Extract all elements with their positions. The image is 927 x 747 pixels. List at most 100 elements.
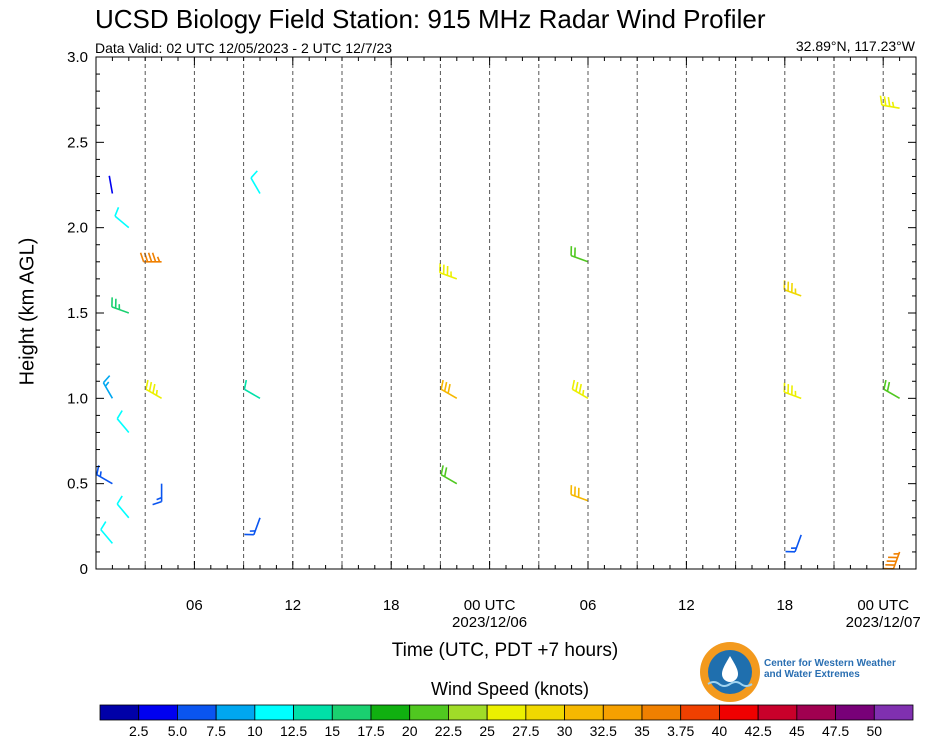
colorbar-swatch <box>525 704 565 721</box>
wind-barb <box>571 379 589 400</box>
colorbar-label: 42.5 <box>745 723 772 739</box>
cw3e-logo <box>700 642 760 702</box>
colorbar-swatch <box>293 704 333 721</box>
plot-frame <box>95 56 917 570</box>
wind-barb <box>145 379 163 400</box>
barb-feather <box>883 96 887 106</box>
barb-staff <box>794 534 802 553</box>
colorbar-label: 27.5 <box>512 723 539 739</box>
wind-barb <box>114 206 130 229</box>
colorbar-title: Wind Speed (knots) <box>430 679 590 699</box>
water-drop-icon <box>722 656 738 682</box>
colorbar-label: 22.5 <box>435 723 462 739</box>
barb-staff <box>114 215 130 229</box>
barb-feather <box>571 379 576 390</box>
y-tick-label: 2.0 <box>67 220 88 237</box>
x-tick-label: 18 <box>776 597 793 614</box>
wind-barb <box>116 495 130 519</box>
barb-feather <box>151 252 157 263</box>
barb-staff <box>439 271 458 280</box>
colorbar-label: 47.5 <box>822 723 849 739</box>
wind-barb <box>783 280 802 297</box>
colorbar-label: 50 <box>866 723 882 739</box>
colorbar-swatch <box>641 704 682 721</box>
barb-staff <box>440 388 458 400</box>
colorbar-swatch <box>835 704 875 721</box>
barb-feather <box>102 375 111 384</box>
wind-barb <box>152 483 163 506</box>
colorbar-swatch <box>177 704 217 721</box>
colorbar-label: 35 <box>634 723 650 739</box>
barb-feather <box>116 410 123 420</box>
barb-feather <box>886 381 891 392</box>
wind-barb <box>783 382 802 400</box>
logo-text-line1: Center for Western Weather <box>764 658 896 669</box>
colorbar-label: 17.5 <box>357 723 384 739</box>
barb-feather <box>440 465 444 475</box>
barb-staff <box>784 391 802 400</box>
colorbar-swatch <box>331 704 372 721</box>
wind-barb <box>111 297 130 314</box>
barb-half-feather <box>99 471 102 477</box>
colorbar-swatch <box>138 704 178 721</box>
colorbar-label: 3.75 <box>667 723 694 739</box>
barb-feather <box>145 379 149 390</box>
colorbar-swatch <box>99 704 140 721</box>
colorbar-label: 30 <box>557 723 573 739</box>
dashed-time-lines <box>144 57 884 569</box>
x-tick-label: 00 UTC <box>464 597 516 614</box>
chart-title: UCSD Biology Field Station: 915 MHz Rada… <box>95 4 766 34</box>
wind-barb <box>243 379 261 400</box>
wind-barb <box>883 379 900 400</box>
x-tick-label: 00 UTC <box>857 597 909 614</box>
colorbar-swatch <box>564 704 604 721</box>
barb-half-feather <box>582 389 585 396</box>
x-axis-label: Time (UTC, PDT +7 hours) <box>391 640 619 661</box>
barb-feather <box>879 95 883 106</box>
barb-staff <box>145 388 163 400</box>
colorbar-swatch <box>448 704 488 721</box>
x-tick-label: 18 <box>383 597 400 614</box>
wind-barb <box>883 551 901 570</box>
colorbar-label: 15 <box>324 723 340 739</box>
barb-feather <box>443 381 448 392</box>
colorbar-swatch <box>215 704 256 721</box>
logo-text-line2: and Water Extremes <box>764 669 860 680</box>
y-tick-label: 0 <box>80 561 88 578</box>
data-valid-range: Data Valid: 02 UTC 12/05/2023 - 2 UTC 12… <box>95 40 393 56</box>
barb-feather <box>883 379 887 390</box>
barb-staff <box>100 529 114 544</box>
barb-feather <box>152 383 156 394</box>
colorbar-swatch <box>873 704 914 721</box>
y-tick-label: 1.0 <box>67 390 88 407</box>
barb-staff <box>111 306 130 314</box>
x-tick-label: 06 <box>580 597 597 614</box>
barb-half-feather <box>156 256 161 263</box>
barb-staff <box>883 388 900 400</box>
barb-staff <box>108 175 114 194</box>
x-tick-label: 12 <box>678 597 695 614</box>
colorbar-swatch <box>796 704 836 721</box>
barb-staff <box>250 177 261 194</box>
barb-staff <box>892 551 901 570</box>
barb-staff <box>253 517 261 535</box>
barb-feather <box>139 252 145 263</box>
x-tick-sublabel: 2023/12/06 <box>452 614 527 631</box>
wind-barb <box>785 534 802 553</box>
colorbar-swatch <box>757 704 798 721</box>
barb-staff <box>244 388 261 400</box>
barb-feather <box>887 96 891 107</box>
wind-barb <box>250 170 261 194</box>
logo-text: Center for Western Weather and Water Ext… <box>764 658 896 680</box>
wind-barb <box>100 521 114 544</box>
wind-barb <box>879 95 900 109</box>
wind-barb <box>440 465 458 485</box>
barb-staff <box>570 493 589 502</box>
barb-staff <box>116 503 130 519</box>
barb-feather <box>447 383 451 394</box>
x-tick-sublabel: 2023/12/07 <box>846 614 921 631</box>
barb-feather <box>100 521 107 531</box>
wind-barb <box>116 410 130 433</box>
barb-feather <box>440 379 444 390</box>
